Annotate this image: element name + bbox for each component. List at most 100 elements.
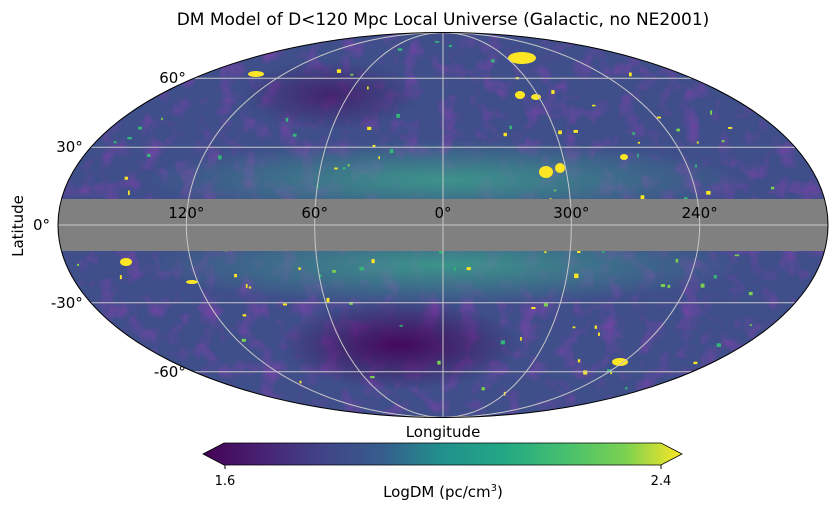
bright-source <box>437 360 441 365</box>
colorbar-tick-min: 1.6 <box>215 474 236 489</box>
x-tick-label: 120° <box>168 204 204 222</box>
bright-source <box>734 254 740 257</box>
bright-source <box>396 113 401 118</box>
bright-source <box>349 301 353 305</box>
bright-source <box>332 269 336 273</box>
x-axis-label: Longitude <box>406 423 481 441</box>
bright-source <box>637 153 639 158</box>
bright-source <box>748 291 753 296</box>
meridian-line <box>314 32 444 418</box>
bright-source <box>127 136 132 140</box>
x-tick-label: 60° <box>301 204 328 222</box>
bright-source <box>598 332 600 336</box>
bright-source <box>573 130 578 133</box>
bright-source <box>326 297 330 303</box>
y-tick-label: -30° <box>51 294 83 312</box>
bright-source <box>466 267 471 271</box>
bright-source <box>676 128 680 132</box>
bright-source <box>693 361 698 365</box>
bright-source <box>696 141 699 144</box>
bright-source <box>602 250 605 254</box>
bright-source <box>520 337 522 341</box>
bright-source <box>637 141 641 144</box>
bright-source <box>367 126 372 131</box>
bright-source <box>378 156 380 160</box>
bright-source <box>218 155 222 160</box>
bright-source <box>491 59 495 63</box>
bright-source <box>667 284 671 288</box>
bright-source <box>770 186 775 190</box>
bright-source <box>620 154 628 160</box>
bright-source <box>347 164 350 167</box>
bright-source <box>359 266 364 271</box>
bright-source <box>544 251 547 254</box>
bright-source <box>632 132 635 136</box>
bright-source <box>551 90 555 94</box>
bright-source <box>592 104 596 107</box>
bright-source <box>695 164 697 168</box>
bright-source <box>710 110 713 115</box>
bright-source <box>660 284 666 288</box>
bright-source <box>245 284 248 288</box>
bright-source <box>120 258 132 266</box>
bright-source <box>371 259 375 264</box>
bright-source <box>367 86 369 90</box>
bright-source <box>241 338 246 342</box>
bright-source <box>342 167 346 170</box>
bright-source <box>508 52 536 64</box>
bright-source <box>625 387 628 390</box>
bright-source <box>370 376 375 379</box>
bright-source <box>574 273 579 279</box>
colorbar-tick-max: 2.4 <box>651 474 672 489</box>
map-border <box>57 32 829 418</box>
bright-source <box>629 72 632 77</box>
bright-source <box>453 267 456 271</box>
bright-source <box>509 125 512 130</box>
bright-source <box>539 166 553 178</box>
bright-source <box>572 326 576 329</box>
bright-source <box>721 140 725 143</box>
bright-source <box>186 280 198 284</box>
bright-source <box>434 41 440 43</box>
bright-source <box>716 343 721 347</box>
bright-source <box>127 190 130 196</box>
bright-source <box>583 370 588 375</box>
y-axis-label: Latitude <box>9 195 27 257</box>
bright-source <box>700 283 705 288</box>
bright-source <box>161 117 163 121</box>
bright-source <box>282 303 288 306</box>
bright-source <box>594 325 597 329</box>
bright-source <box>77 263 79 266</box>
bright-source <box>612 358 628 366</box>
colorbar-label: LogDM (pc/cm3) <box>383 483 503 501</box>
bright-source <box>124 176 129 180</box>
bright-source <box>138 126 142 130</box>
bright-source <box>640 195 645 200</box>
bright-source <box>448 44 452 47</box>
bright-source <box>531 307 536 309</box>
bright-source <box>558 130 562 135</box>
bright-source <box>749 324 752 326</box>
bright-source <box>242 314 247 317</box>
graticule <box>58 32 828 418</box>
bright-source <box>146 153 151 157</box>
bright-source <box>248 286 252 289</box>
bright-source <box>299 380 302 384</box>
chart-title: DM Model of D<120 Mpc Local Universe (Ga… <box>177 10 710 30</box>
bright-source <box>577 359 581 363</box>
bright-source <box>336 69 342 73</box>
bright-source <box>439 249 443 254</box>
bright-source <box>334 167 338 170</box>
bright-source <box>657 116 662 119</box>
bright-source <box>350 73 354 76</box>
bright-source <box>503 132 507 137</box>
bright-source <box>500 340 505 345</box>
bright-source <box>607 369 612 372</box>
bright-source <box>543 303 548 307</box>
bright-source <box>610 372 613 375</box>
x-tick-label: 240° <box>682 204 718 222</box>
bright-source <box>399 325 403 327</box>
colorbar: 1.6 2.4 LogDM (pc/cm3) <box>202 442 683 501</box>
bright-source <box>119 275 122 280</box>
